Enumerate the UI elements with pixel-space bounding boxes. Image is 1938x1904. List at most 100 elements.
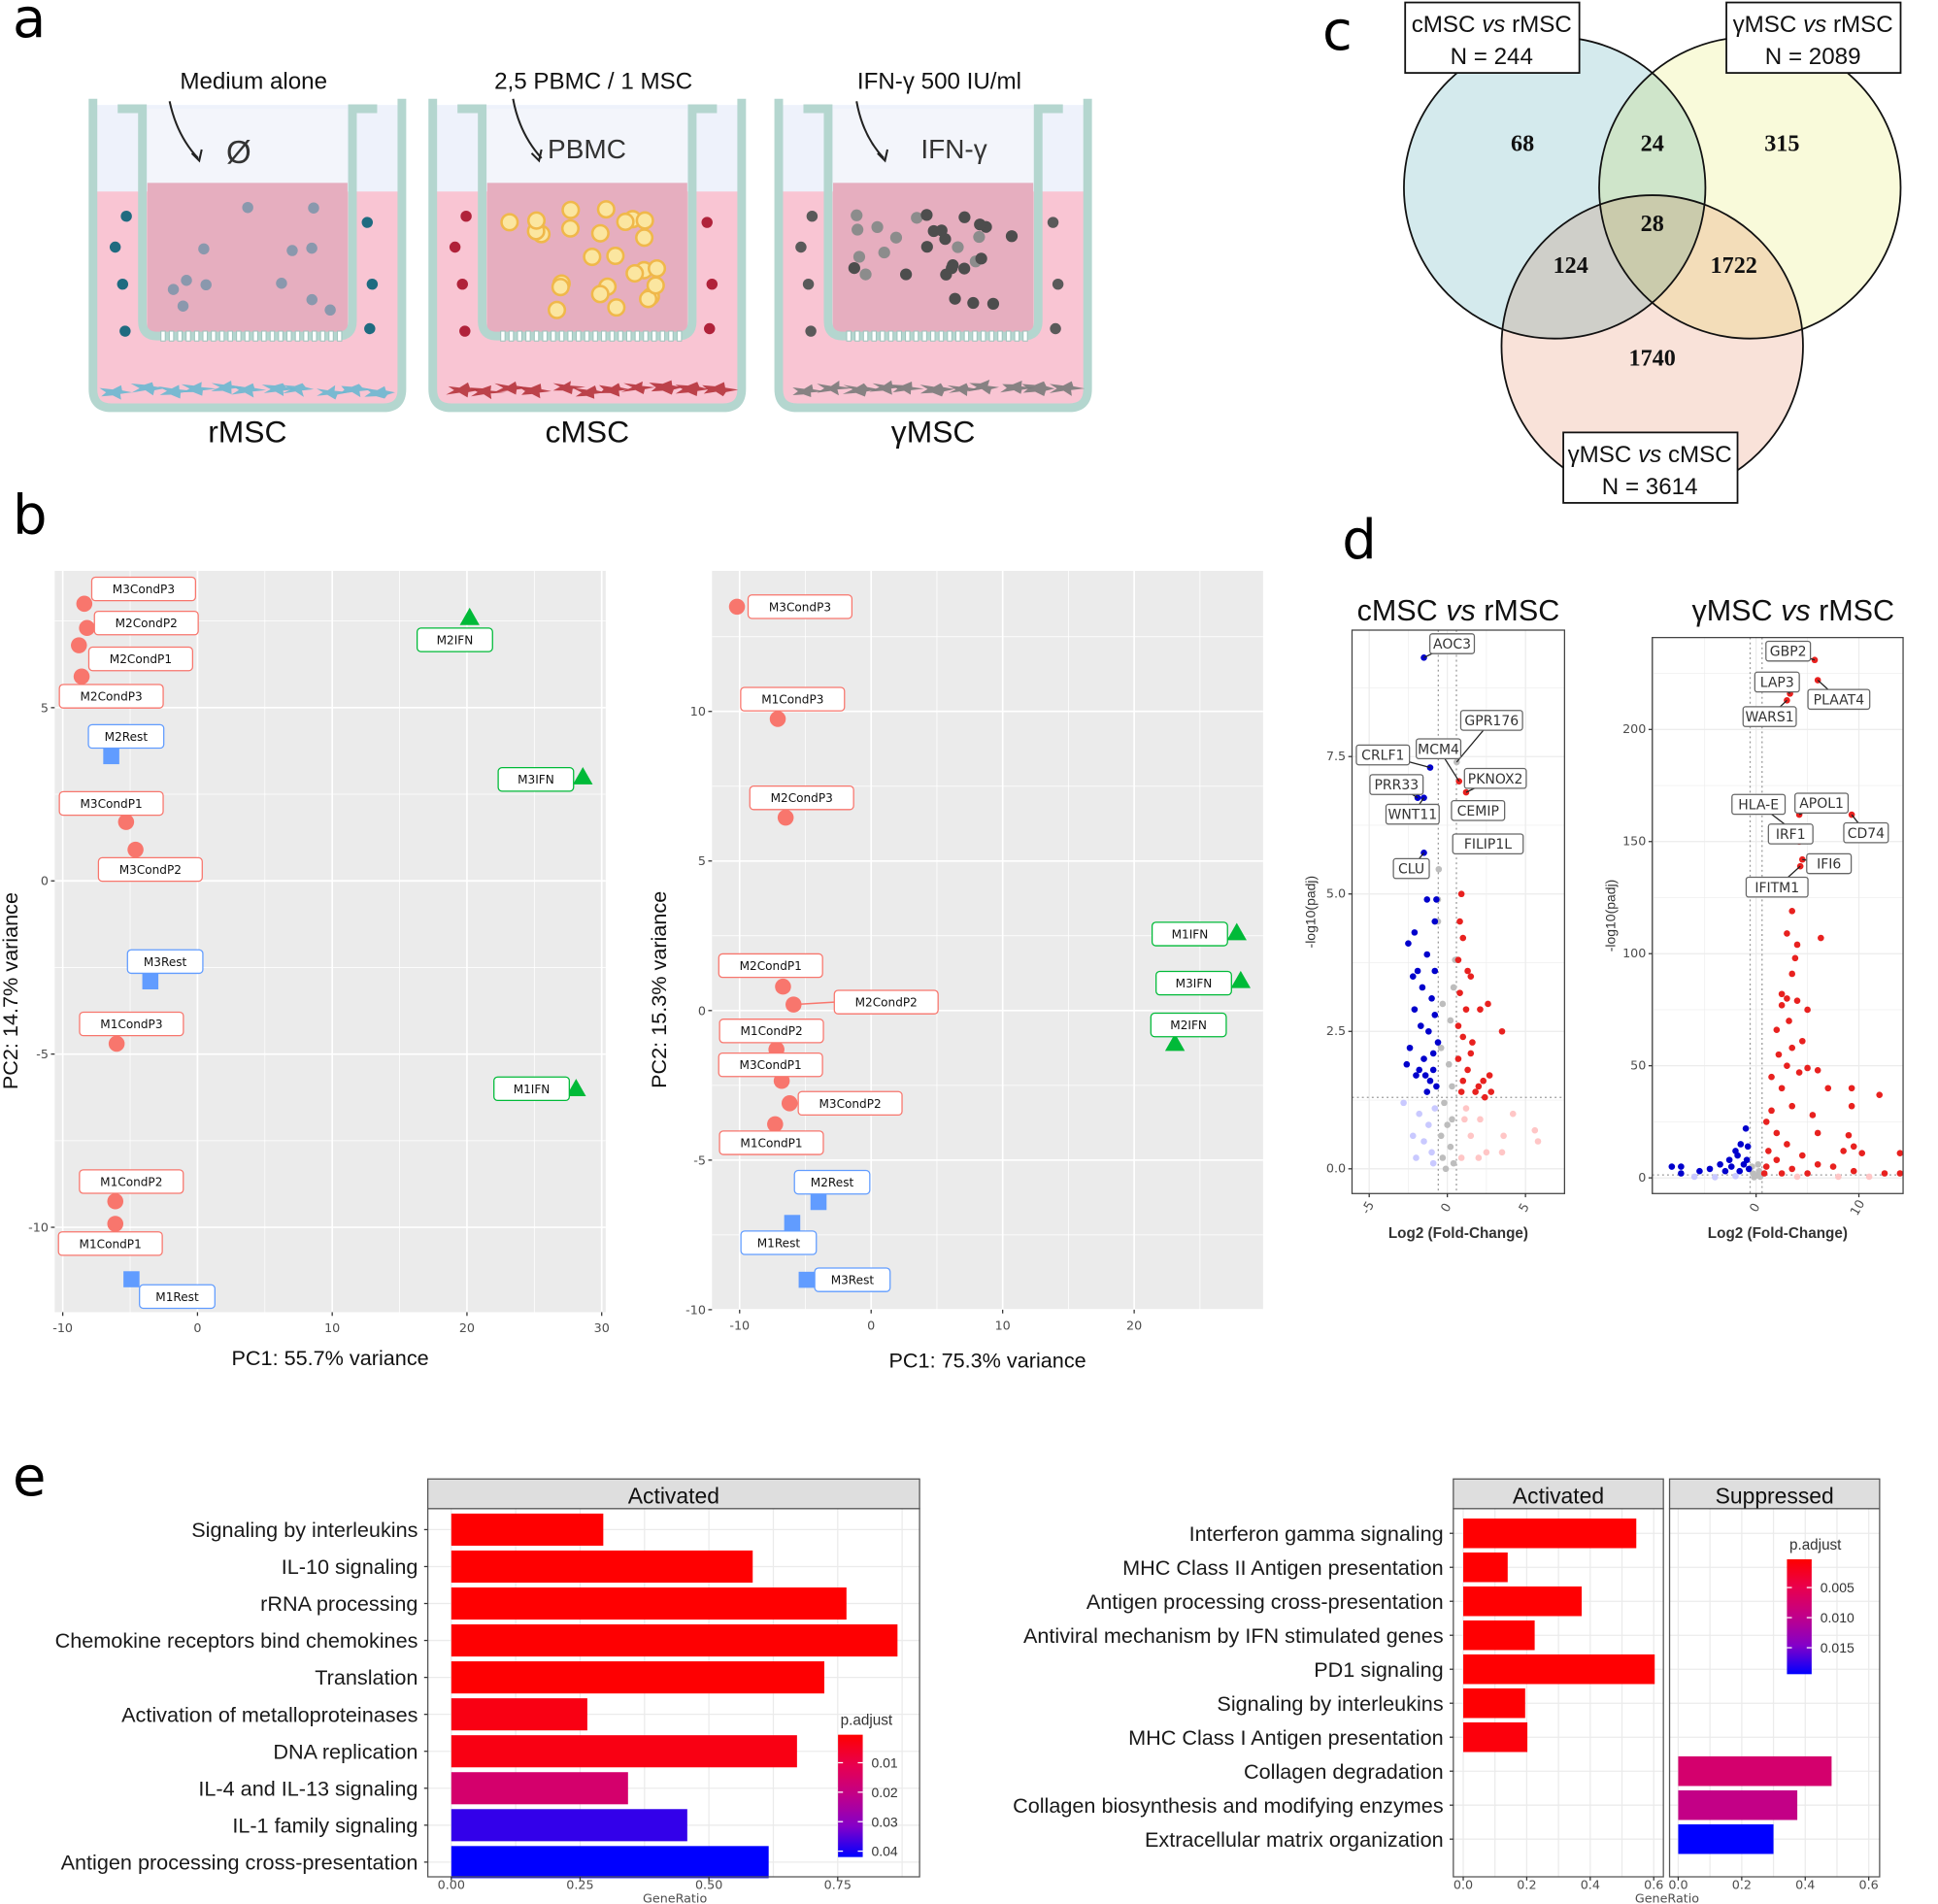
gene-point-down [1414,794,1421,801]
x-tick-label: 10 [324,1320,340,1335]
venn-region-count: 28 [1641,211,1664,237]
point-label-box [718,952,823,979]
gene-point-up [1881,1170,1888,1177]
gene-point-down [1433,1083,1440,1090]
pbmc-cell [548,300,567,319]
panel-label-a: a [13,0,46,50]
pbmc-cell [561,200,581,219]
color-scale-bar [838,1734,863,1857]
category-label: Chemokine receptors bind chemokines [55,1628,418,1653]
gene-point-up [1762,1163,1770,1170]
point-label: M1Rest [757,1236,801,1250]
well-γMSC: IFN-γ [774,98,1092,413]
y-tick-label: 0 [41,874,49,888]
y-tick-label: -5 [36,1047,49,1061]
volcano-title: γMSC vs rMSC [1691,594,1894,627]
facet-strip [426,1478,920,1510]
arrow-icon [512,98,543,159]
arrow-icon [168,101,199,159]
venn-set-name: cMSC vs rMSC [1412,12,1572,38]
gene-label: IRF1 [1776,827,1806,843]
gene-point-up [1778,1002,1786,1009]
category-label: Extracellular matrix organization [1145,1827,1444,1852]
gene-label-box [1451,799,1506,821]
category-label: rRNA processing [260,1591,418,1616]
point-label-box [718,1130,824,1155]
legend-tick-label: 0.005 [1821,1580,1854,1595]
x-axis-title: GeneRatio [643,1891,707,1904]
pbmc-cell [635,228,654,248]
gene-point-up [1773,1129,1781,1137]
x-tick-label: 0.00 [438,1878,465,1892]
ifn-particle [851,209,863,221]
ifn-particle [848,262,860,275]
msc-cell [675,382,710,396]
gene-point-up [1848,1085,1855,1092]
data-point-triangle [573,767,593,785]
pbmc-cell [647,258,667,279]
gene-point-up [1876,1091,1884,1098]
gene-point-up [1464,1066,1471,1074]
y-axis-title: PC2: 14.7% variance [0,892,22,1089]
gene-label: IFITM1 [1754,881,1799,896]
gene-point-down [1433,896,1440,903]
gene-point-ns [1450,1159,1457,1167]
y-tick-label: 0 [698,1003,706,1018]
msc-cell [947,383,981,396]
msc-cell [211,380,244,394]
venn-set-label-box [1725,1,1902,74]
gene-point-ns [1449,1083,1455,1090]
point-label-box [139,1284,216,1310]
gene-point-up [1778,1170,1786,1177]
ifn-particle [1005,230,1019,243]
legend-tick-label: 0.03 [871,1814,897,1829]
x-tick-label: -10 [52,1320,73,1335]
y-tick-label: 7.5 [1326,749,1346,763]
gene-point-ns_down [1400,1099,1407,1107]
gene-point-down [1736,1167,1744,1175]
gene-point-down [1434,1039,1442,1046]
gene-point-down [1416,1066,1423,1074]
gene-point-up [1472,1088,1479,1095]
gene-label-box [1843,821,1889,844]
gene-point-up [1814,1160,1821,1168]
gene-point-up [1788,1102,1796,1110]
enrichment-bar-chart-1: Activated 0.00 0.25 0.50 0.75 Signaling by in… [55,1478,920,1904]
data-point-square [810,1193,827,1211]
category-label: Signaling by interleukins [191,1518,418,1542]
x-axis-title: Log2 (Fold-Change) [1388,1225,1528,1242]
gene-point-up [1775,1051,1783,1058]
category-label: Signaling by interleukins [1217,1691,1443,1716]
point-label: M3IFN [1176,977,1213,990]
gene-point-ns_up [1461,1116,1468,1123]
gene-label: LAP3 [1760,676,1794,691]
gene-point-down [1734,1152,1741,1159]
gene-point-ns_up [1483,1149,1490,1156]
gene-point-up [1454,1055,1462,1062]
bar [1463,1721,1528,1753]
gene-label-box [1429,633,1476,654]
gene-label-box [1754,671,1800,693]
point-label-box [718,1052,823,1078]
gene-point-down [1727,1163,1735,1170]
gene-point-up [1459,1033,1467,1041]
msc-cell [446,382,480,398]
point-label-box [416,627,493,652]
point-label-box [57,1231,163,1256]
gene-point-up [1486,1072,1493,1079]
bar [451,1698,587,1731]
facet-strip [1453,1478,1664,1510]
gene-point-down [1696,1167,1703,1175]
msc-cell [792,384,825,397]
well-inner-label: PBMC [548,134,626,164]
x-tick-label: 0.0 [1668,1878,1687,1892]
gene-point-down [1426,764,1434,771]
msc-cell [157,384,193,399]
ifn-particle [946,262,958,275]
point-label-box [58,790,164,817]
msc-cell [231,383,267,398]
ifn-particle [920,209,933,221]
well-inner-label: IFN-γ [920,134,986,164]
x-tick-label: 0.2 [1732,1878,1752,1892]
